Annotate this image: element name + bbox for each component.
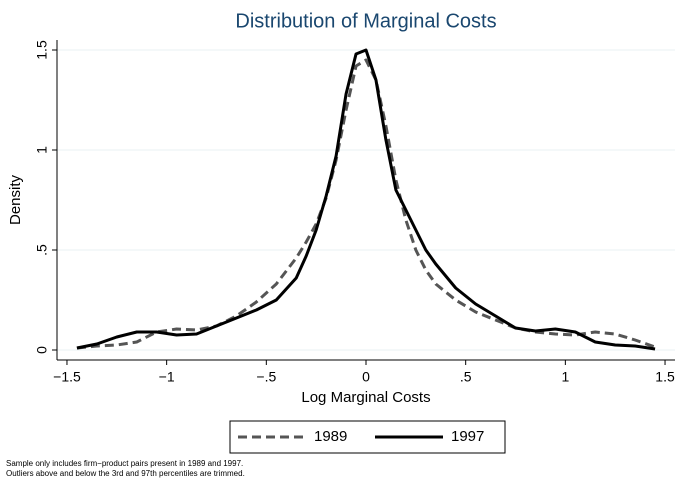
y-tick-label: .5 xyxy=(34,244,50,256)
y-axis-label: Density xyxy=(7,174,24,225)
x-tick-label: −1.5 xyxy=(53,369,81,385)
x-tick-label: −1 xyxy=(159,369,175,385)
note: Sample only includes firm−product pairs … xyxy=(6,459,243,468)
series-line xyxy=(76,48,656,351)
legend-label: 1997 xyxy=(451,428,484,445)
x-tick-label: 1.5 xyxy=(655,369,675,385)
note: Outliers above and below the 3rd and 97t… xyxy=(6,469,245,478)
y-tick-label: 1 xyxy=(34,146,50,154)
y-tick-label: 1.5 xyxy=(34,40,50,60)
x-axis-label: Log Marginal Costs xyxy=(301,389,430,406)
legend-label: 1989 xyxy=(314,428,347,445)
x-tick-label: −.5 xyxy=(256,369,276,385)
x-tick-label: 0 xyxy=(362,369,370,385)
y-tick-label: 0 xyxy=(34,346,50,354)
legend-box xyxy=(229,420,506,454)
x-tick-label: 1 xyxy=(561,369,569,385)
chart-title: Distribution of Marginal Costs xyxy=(235,10,496,32)
series-line xyxy=(76,58,656,350)
x-tick-label: .5 xyxy=(460,369,472,385)
